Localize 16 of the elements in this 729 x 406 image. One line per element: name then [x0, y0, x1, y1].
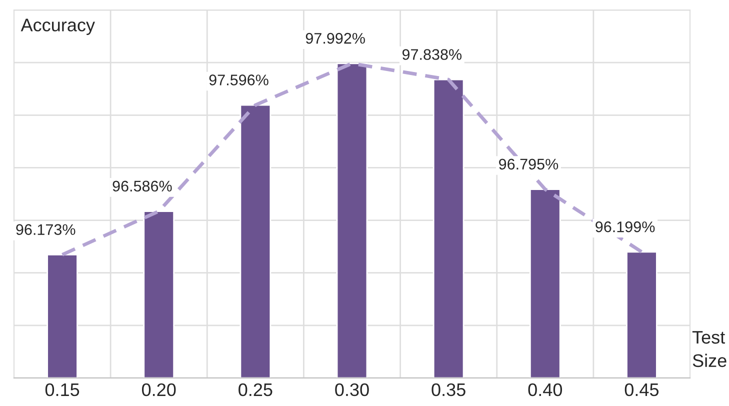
x-axis-title: Test Size [692, 331, 726, 368]
data-label: 97.838% [402, 49, 462, 60]
data-label: 97.992% [306, 32, 365, 44]
x-tick-label: 0.35 [432, 383, 466, 396]
x-tick-label: 0.40 [528, 383, 562, 396]
data-label: 96.586% [112, 180, 172, 192]
x-tick-label: 0.45 [624, 383, 659, 396]
data-label: 96.795% [499, 158, 558, 170]
x-tick-label: 0.30 [335, 383, 369, 396]
data-label: 96.199% [596, 221, 655, 232]
y-axis-title: Accuracy [20, 18, 95, 35]
x-tick-label: 0.15 [45, 383, 80, 396]
data-label: 97.596% [209, 74, 268, 86]
x-tick-label: 0.20 [142, 383, 176, 396]
x-tick-label: 0.25 [238, 383, 272, 396]
data-label: 96.173% [16, 224, 76, 235]
